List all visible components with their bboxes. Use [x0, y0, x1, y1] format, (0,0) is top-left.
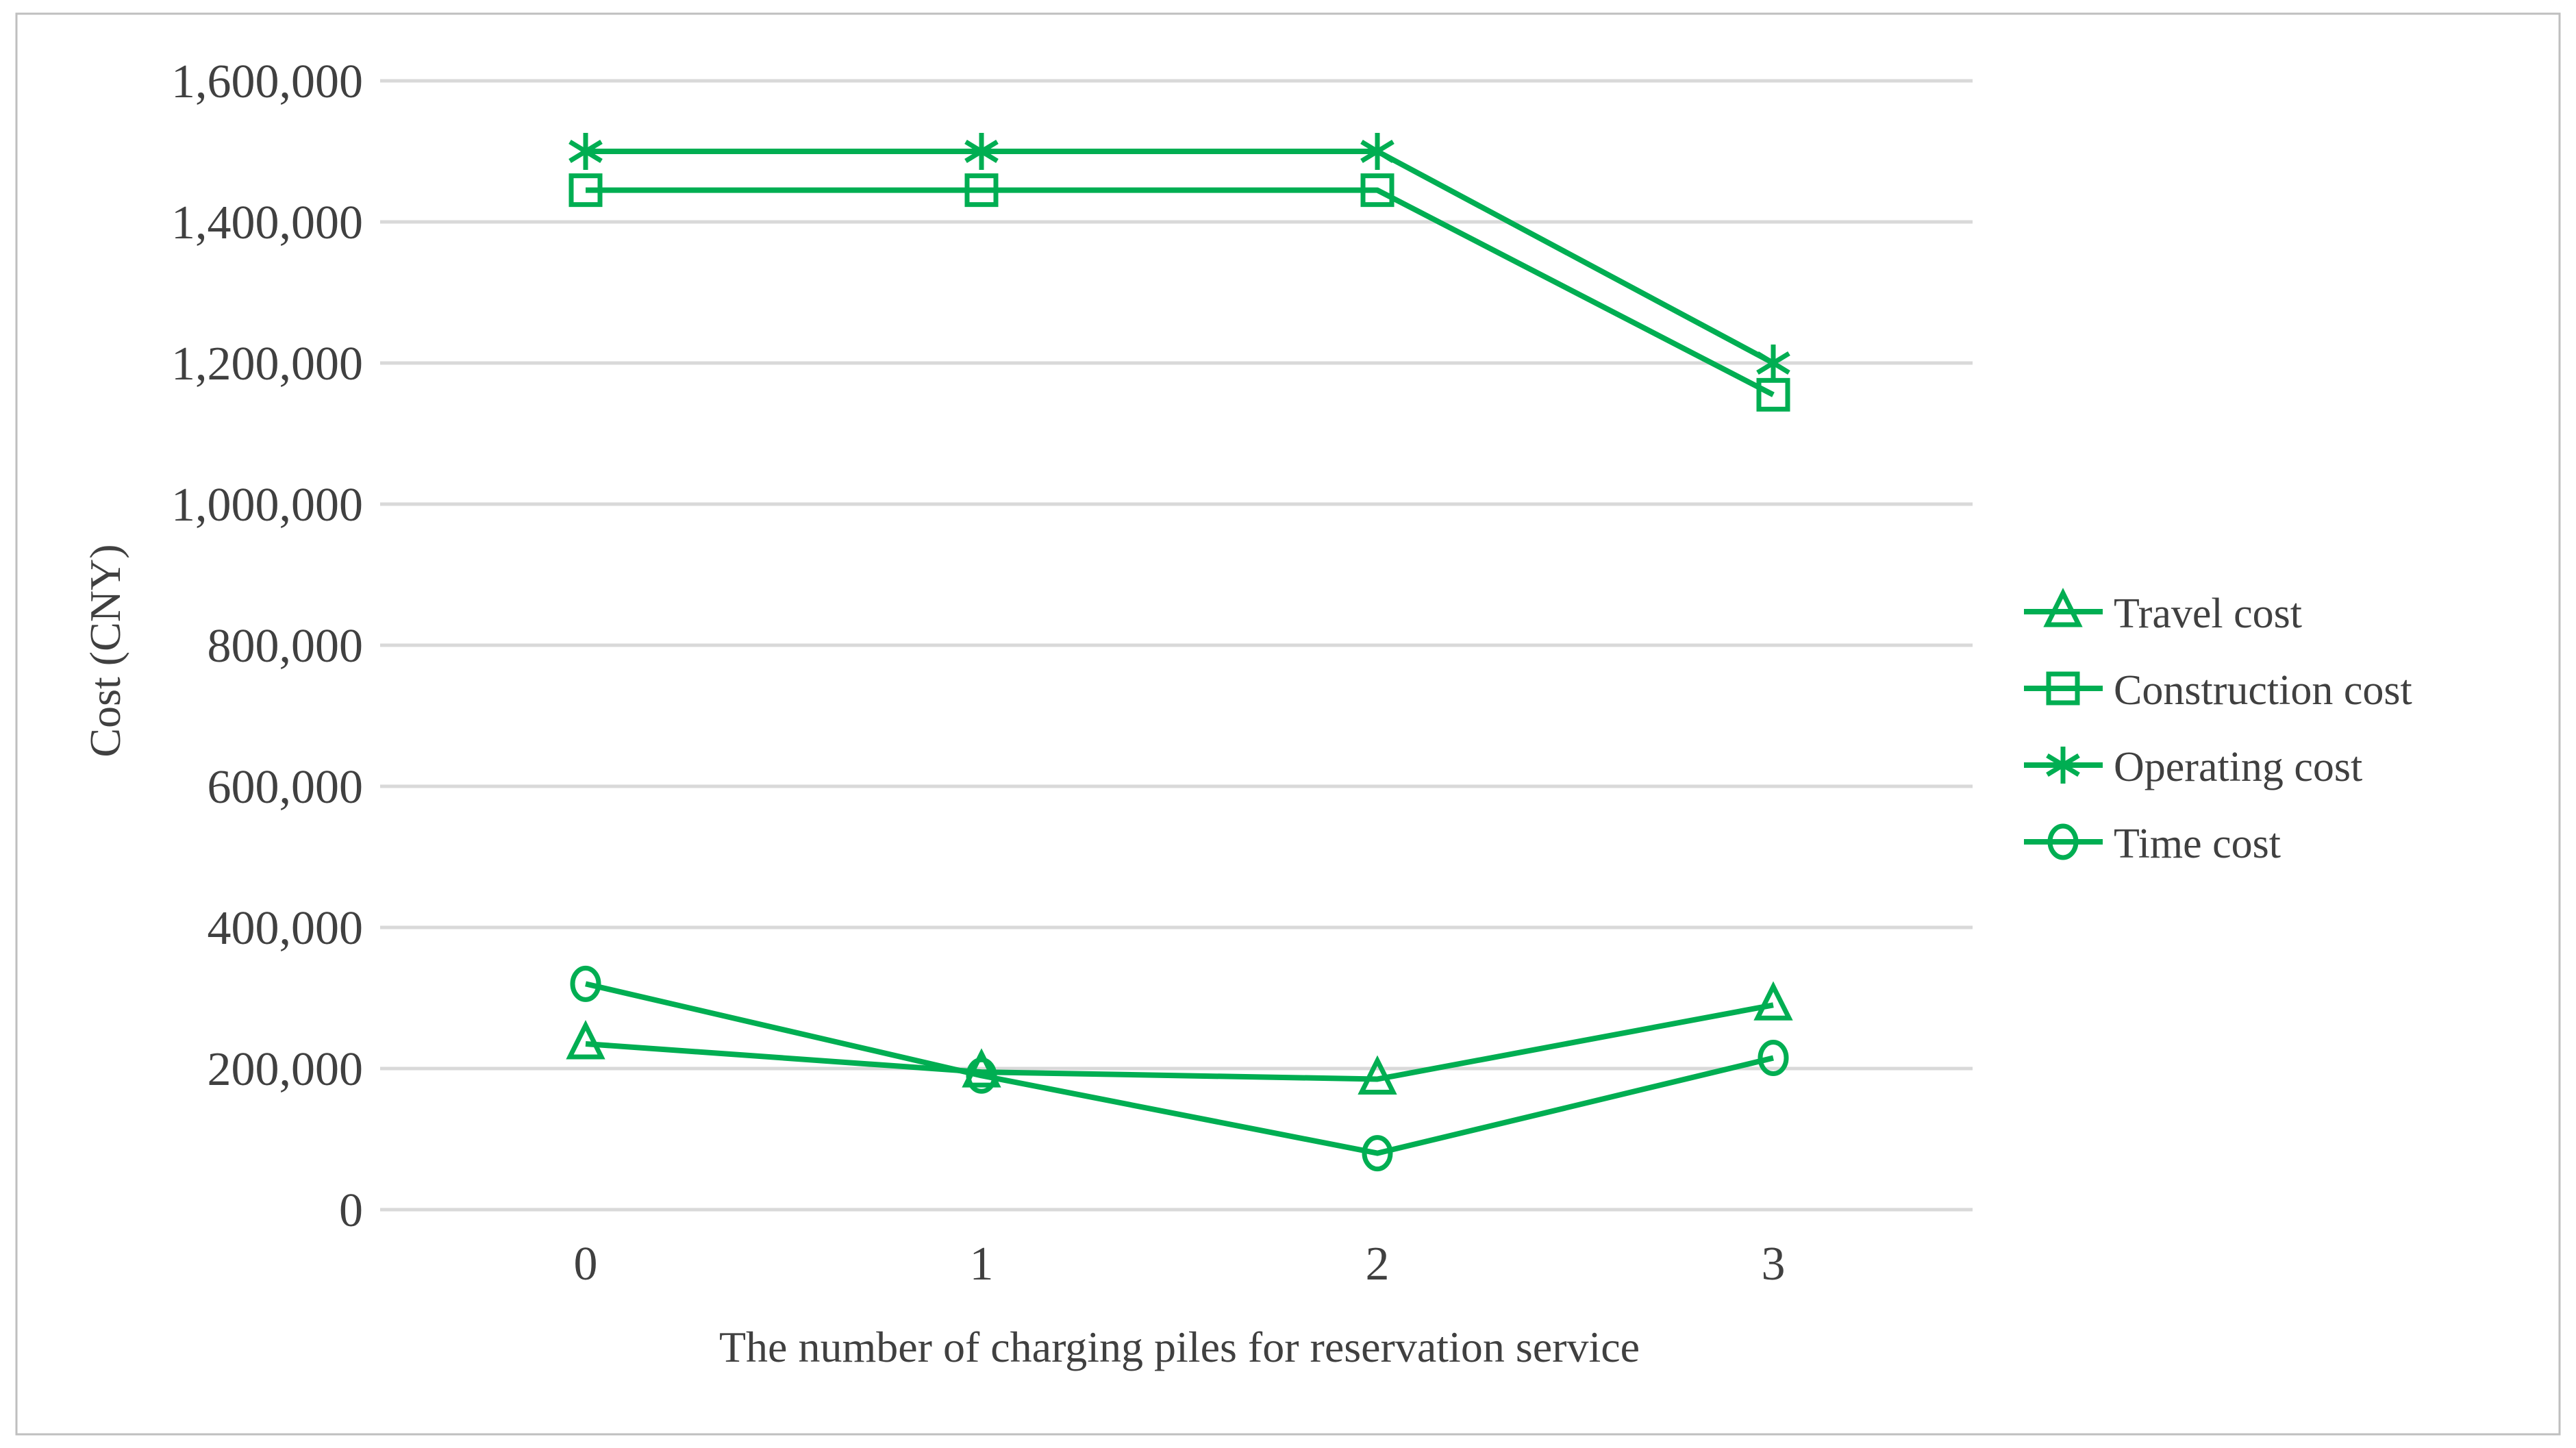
- marker-operating-cost: [1756, 351, 1790, 375]
- legend-label-travel-cost: Travel cost: [2114, 590, 2302, 637]
- marker-operating-cost: [568, 140, 603, 163]
- y-tick-label: 1,400,000: [171, 197, 363, 249]
- marker-travel-cost: [1358, 1055, 1397, 1095]
- x-axis-tick-labels: 0 1 2 3: [574, 1238, 1786, 1290]
- y-axis-title: Cost (CNY): [81, 544, 129, 757]
- y-tick-label: 200,000: [208, 1043, 364, 1096]
- series-line-travel-cost: [585, 1002, 1774, 1082]
- gridlines: [380, 79, 1973, 1212]
- marker-travel-cost: [962, 1048, 1001, 1088]
- legend-item-travel-cost: Travel cost: [2024, 588, 2302, 637]
- series-line-operating-cost: [586, 149, 1775, 366]
- legend-marker-construction-cost: [2046, 671, 2080, 706]
- y-tick-label: 600,000: [208, 761, 364, 814]
- marker-time-cost: [1758, 1040, 1789, 1077]
- marker-construction-cost: [964, 173, 999, 208]
- series-line-time-cost: [585, 981, 1774, 1156]
- legend-marker-time-cost: [2047, 823, 2079, 860]
- legend-item-time-cost: Time cost: [2024, 821, 2281, 867]
- marker-construction-cost: [1360, 173, 1395, 208]
- series-travel-cost: [566, 981, 1793, 1095]
- series-operating-cost: [568, 133, 1790, 382]
- y-tick-label: 0: [339, 1184, 363, 1237]
- marker-time-cost: [1362, 1135, 1393, 1172]
- series-line-construction-cost: [586, 187, 1775, 397]
- y-axis-tick-labels: 0 200,000 400,000 600,000 800,000 1,000,000 1,…: [171, 55, 363, 1237]
- legend-label-construction-cost: Construction cost: [2114, 667, 2412, 714]
- x-tick-label: 1: [970, 1238, 994, 1290]
- data-series: [566, 133, 1793, 1172]
- y-tick-label: 1,000,000: [171, 479, 363, 532]
- legend-item-construction-cost: Construction cost: [2024, 667, 2412, 714]
- x-tick-label: 3: [1762, 1238, 1786, 1290]
- legend-item-operating-cost: Operating cost: [2024, 744, 2362, 790]
- legend-label-time-cost: Time cost: [2114, 821, 2281, 867]
- marker-operating-cost: [964, 140, 999, 163]
- marker-time-cost: [570, 965, 601, 1002]
- marker-travel-cost: [566, 1020, 605, 1060]
- marker-travel-cost: [1753, 981, 1793, 1021]
- x-tick-label: 2: [1366, 1238, 1390, 1290]
- legend: Travel cost Construction cost Operating co…: [2024, 588, 2412, 867]
- legend-label-operating-cost: Operating cost: [2114, 744, 2362, 790]
- x-axis-title: The number of charging piles for reserva…: [719, 1323, 1640, 1371]
- series-construction-cost: [568, 173, 1790, 412]
- y-tick-label: 1,200,000: [171, 338, 363, 390]
- y-tick-label: 800,000: [208, 620, 364, 673]
- marker-time-cost: [966, 1057, 997, 1094]
- legend-marker-operating-cost: [2046, 753, 2080, 777]
- y-tick-label: 1,600,000: [171, 55, 363, 108]
- series-time-cost: [570, 965, 1789, 1172]
- x-tick-label: 0: [574, 1238, 598, 1290]
- y-tick-label: 400,000: [208, 902, 364, 955]
- legend-marker-travel-cost: [2043, 588, 2083, 627]
- figure-border: [15, 12, 2561, 1436]
- marker-operating-cost: [1360, 140, 1395, 163]
- marker-construction-cost: [568, 173, 603, 208]
